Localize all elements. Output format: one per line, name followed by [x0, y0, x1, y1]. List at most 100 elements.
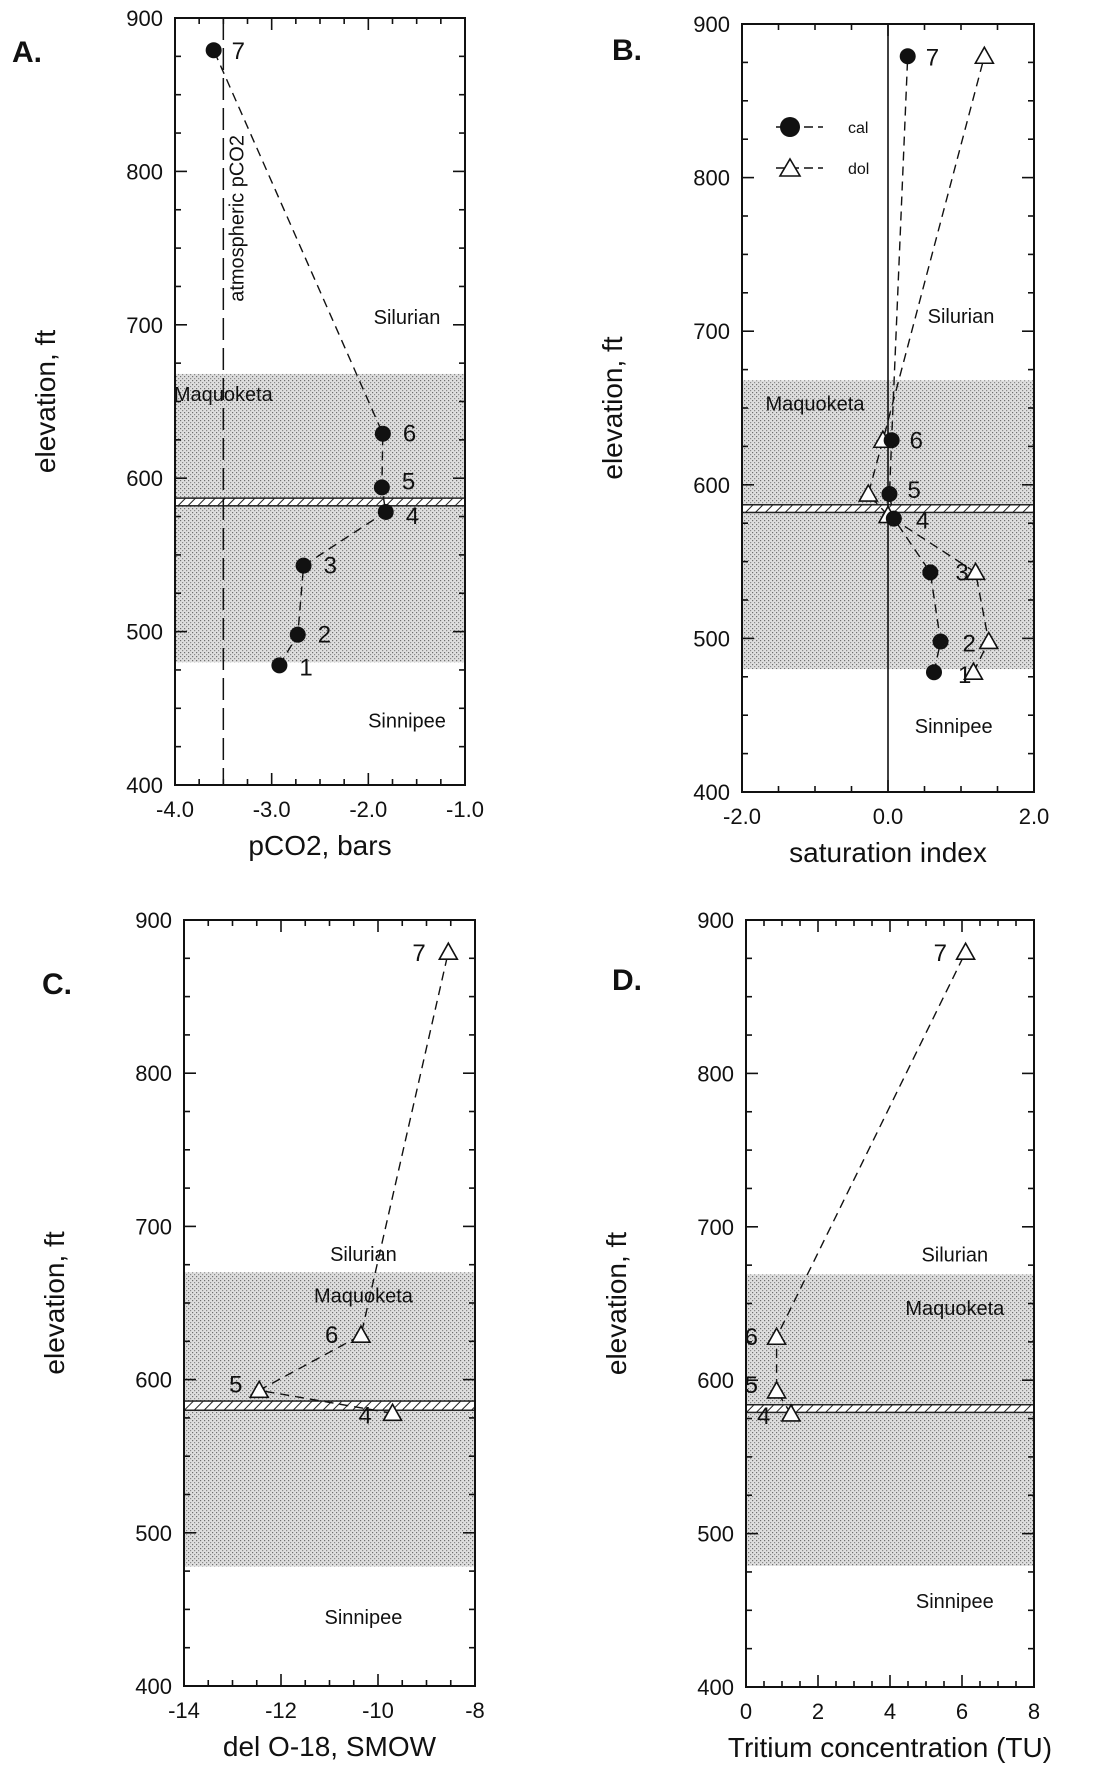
point-marker — [766, 1326, 787, 1346]
sinnipee-label: Sinnipee — [916, 1591, 994, 1613]
silurian-label: Silurian — [928, 306, 995, 328]
y-tick-label: 400 — [693, 780, 730, 805]
point-label: 2 — [963, 630, 976, 657]
silurian-label: Silurian — [374, 307, 441, 329]
x-tick-label: 8 — [1028, 1699, 1040, 1724]
point-marker — [289, 626, 306, 643]
y-tick-label: 600 — [693, 473, 730, 498]
x-tick-label: -4.0 — [156, 797, 194, 822]
point-marker — [437, 941, 459, 960]
point-marker — [973, 45, 995, 65]
panel-a: 400 500 600 700 800 900 -4.0 -3.0 -2.0 -1.0 atmo… — [12, 6, 484, 861]
maquoketa-zone — [184, 1272, 475, 1567]
point-marker — [963, 661, 984, 680]
y-tick-label: 800 — [697, 1061, 734, 1086]
panel-d: 400 500 600 700 800 900 0 2 4 6 8 4 5 6 7 Silurian M… — [601, 908, 1052, 1763]
legend-cal-marker — [780, 117, 800, 137]
y-axis-title: elevation, ft — [597, 336, 628, 479]
x-axis-title: Tritium concentration (TU) — [728, 1732, 1052, 1763]
point-marker — [922, 564, 939, 581]
point-label: 4 — [406, 503, 419, 530]
point-marker — [374, 425, 391, 442]
silurian-label: Silurian — [921, 1244, 988, 1266]
panel-letter: B. — [612, 34, 642, 67]
y-tick-label: 900 — [135, 908, 172, 933]
panel-c: 400 500 600 700 800 900 -14 -12 -10 -8 4 5 6 7 Silu… — [39, 908, 485, 1762]
point-label: 6 — [910, 427, 923, 454]
y-tick-label: 700 — [697, 1215, 734, 1240]
x-tick-label: 2.0 — [1019, 804, 1050, 829]
y-tick-label: 500 — [697, 1522, 734, 1547]
y-axis-ticks: 400 500 600 700 800 900 — [126, 6, 465, 798]
point-label: 1 — [958, 662, 971, 689]
x-tick-label: 2 — [812, 1699, 824, 1724]
y-tick-label: 500 — [126, 620, 163, 645]
y-tick-label: 800 — [135, 1061, 172, 1086]
x-tick-label: -2.0 — [723, 804, 761, 829]
y-axis-title: elevation, ft — [601, 1232, 632, 1375]
point-marker — [978, 630, 1000, 650]
y-tick-label: 700 — [135, 1214, 172, 1239]
hatched-layer — [174, 497, 466, 507]
silurian-label: Silurian — [330, 1244, 397, 1266]
y-tick-label: 900 — [693, 12, 730, 37]
point-marker — [932, 633, 949, 650]
cal-markers: 1 2 34 5 6 7 — [881, 44, 976, 689]
x-tick-label: -1.0 — [446, 797, 484, 822]
y-tick-label: 500 — [135, 1521, 172, 1546]
panel-letter: C. — [42, 968, 72, 1001]
x-tick-label: 4 — [884, 1699, 896, 1724]
y-tick-label: 600 — [135, 1368, 172, 1393]
y-tick-label: 700 — [693, 319, 730, 344]
point-marker — [248, 1379, 270, 1399]
sinnipee-label: Sinnipee — [325, 1607, 403, 1629]
point-marker — [780, 1403, 802, 1422]
point-label: 4 — [916, 508, 929, 535]
y-tick-label: 400 — [126, 773, 163, 798]
point-marker — [766, 1380, 787, 1399]
point-label: 7 — [934, 940, 947, 967]
point-marker — [373, 479, 390, 496]
x-tick-label: -14 — [168, 1698, 200, 1723]
point-label: 7 — [412, 940, 425, 967]
maquoketa-label: Maquoketa — [174, 384, 274, 406]
x-tick-label: 0.0 — [873, 804, 904, 829]
panel-b: 400 500 600 700 800 900 -2.0 0.0 2.0 1 2 34 5 6 7 Si… — [597, 12, 1049, 868]
plot-frame — [183, 919, 476, 1687]
y-axis-ticks: 400 500 600 700 800 900 — [135, 908, 475, 1699]
point-label: 3 — [955, 559, 968, 586]
legend-dol-label: dol — [848, 161, 869, 178]
y-tick-label: 800 — [126, 159, 163, 184]
y-axis-ticks: 400 500 600 700 800 900 — [693, 12, 1034, 805]
x-tick-label: -12 — [265, 1698, 297, 1723]
series-markers: 12 3 4 5 6 7 — [205, 38, 419, 681]
panel-letter: A. — [12, 36, 42, 69]
point-marker — [925, 664, 942, 681]
point-marker — [295, 557, 312, 574]
point-marker — [965, 561, 986, 581]
x-axis-title: pCO2, bars — [248, 830, 391, 861]
x-axis-ticks: -14 -12 -10 -8 — [168, 920, 485, 1723]
y-tick-label: 900 — [126, 6, 163, 31]
y-axis-title: elevation, ft — [30, 330, 61, 473]
point-label: 5 — [907, 477, 920, 504]
y-tick-label: 400 — [697, 1675, 734, 1700]
y-tick-label: 400 — [135, 1674, 172, 1699]
y-tick-label: 500 — [693, 626, 730, 651]
x-tick-label: -10 — [362, 1698, 394, 1723]
legend: cal dol — [776, 117, 869, 178]
y-tick-label: 800 — [693, 166, 730, 191]
y-tick-label: 600 — [697, 1368, 734, 1393]
point-label: 4 — [757, 1403, 770, 1430]
maquoketa-label: Maquoketa — [314, 1285, 414, 1307]
point-marker — [350, 1324, 372, 1343]
point-label: 4 — [359, 1402, 372, 1429]
point-marker — [883, 432, 900, 449]
x-tick-label: 6 — [956, 1699, 968, 1724]
plot-frame — [745, 919, 1035, 1688]
x-axis-title: saturation index — [789, 837, 987, 868]
series-connector — [257, 952, 449, 1414]
point-marker — [271, 657, 288, 674]
x-axis-title: del O-18, SMOW — [223, 1731, 437, 1762]
